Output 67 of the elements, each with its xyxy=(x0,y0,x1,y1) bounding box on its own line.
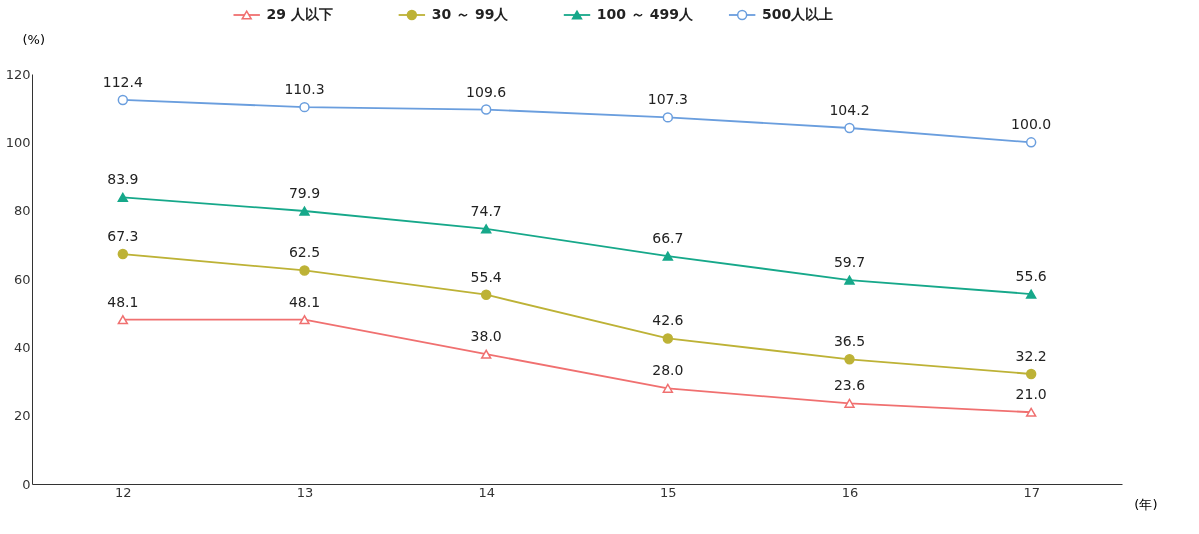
data-label: 110.3 xyxy=(284,81,325,98)
point xyxy=(844,354,855,365)
data-label: 62.5 xyxy=(288,244,321,261)
x-tick-label: 15 xyxy=(660,484,677,500)
point xyxy=(662,383,674,393)
data-label: 100.0 xyxy=(1011,116,1052,133)
point xyxy=(117,248,129,260)
point xyxy=(480,104,492,115)
legend-label: 30 ～ 99人 xyxy=(431,6,510,22)
point xyxy=(1025,407,1037,417)
data-label: 104.2 xyxy=(829,101,870,118)
legend-label: 100 ～ 499人 xyxy=(596,6,695,22)
point xyxy=(117,192,129,202)
point xyxy=(1025,289,1037,299)
data-label: 32.2 xyxy=(1015,347,1047,364)
point xyxy=(1025,137,1037,148)
data-label: 36.5 xyxy=(833,333,866,350)
x-tick-label: 12 xyxy=(115,484,132,500)
point xyxy=(117,94,129,106)
x-tick-label: 14 xyxy=(478,484,495,500)
point xyxy=(662,112,674,123)
point xyxy=(844,122,855,134)
data-label: 42.6 xyxy=(652,312,684,329)
y-tick-label: 100 xyxy=(5,134,31,150)
data-label: 55.4 xyxy=(470,268,502,285)
data-label: 59.7 xyxy=(833,254,866,271)
point xyxy=(480,224,492,234)
data-label: 28.0 xyxy=(652,362,684,379)
data-label: 83.9 xyxy=(107,171,139,188)
y-tick-label: 20 xyxy=(13,408,31,424)
point xyxy=(299,265,310,276)
y-tick-label: 60 xyxy=(13,271,31,287)
point xyxy=(480,349,492,359)
data-label: 66.7 xyxy=(652,230,684,247)
data-label: 38.0 xyxy=(470,328,502,345)
y-tick-label: 120 xyxy=(5,66,31,82)
x-tick-label: 17 xyxy=(1023,484,1040,500)
x-axis-title: (年) xyxy=(1134,496,1158,512)
point xyxy=(844,398,855,408)
data-label: 67.3 xyxy=(107,228,139,245)
data-label: 48.1 xyxy=(288,293,321,310)
point xyxy=(662,251,674,261)
point xyxy=(299,206,310,216)
point xyxy=(1025,368,1037,380)
legend-label: 29 人以下 xyxy=(266,6,333,22)
y-tick-label: 0 xyxy=(22,476,31,492)
point xyxy=(299,315,310,325)
point xyxy=(662,333,674,344)
point xyxy=(480,289,492,300)
y-tick-label: 80 xyxy=(13,203,31,219)
point xyxy=(299,101,310,113)
y-axis-title: (%) xyxy=(22,31,45,47)
legend-label: 500人以上 xyxy=(761,6,834,22)
point xyxy=(117,315,129,325)
x-tick-label: 13 xyxy=(296,484,314,500)
data-label: 23.6 xyxy=(833,377,866,394)
point xyxy=(844,275,855,285)
data-label: 48.1 xyxy=(107,293,139,310)
data-label: 112.4 xyxy=(102,73,143,90)
data-label: 21.0 xyxy=(1015,386,1047,403)
x-tick-label: 16 xyxy=(841,484,859,500)
data-label: 109.6 xyxy=(466,83,507,100)
y-tick-label: 40 xyxy=(13,339,31,355)
data-label: 107.3 xyxy=(647,91,688,108)
data-label: 55.6 xyxy=(1015,268,1047,285)
data-label: 79.9 xyxy=(288,185,321,202)
data-label: 74.7 xyxy=(470,202,502,219)
